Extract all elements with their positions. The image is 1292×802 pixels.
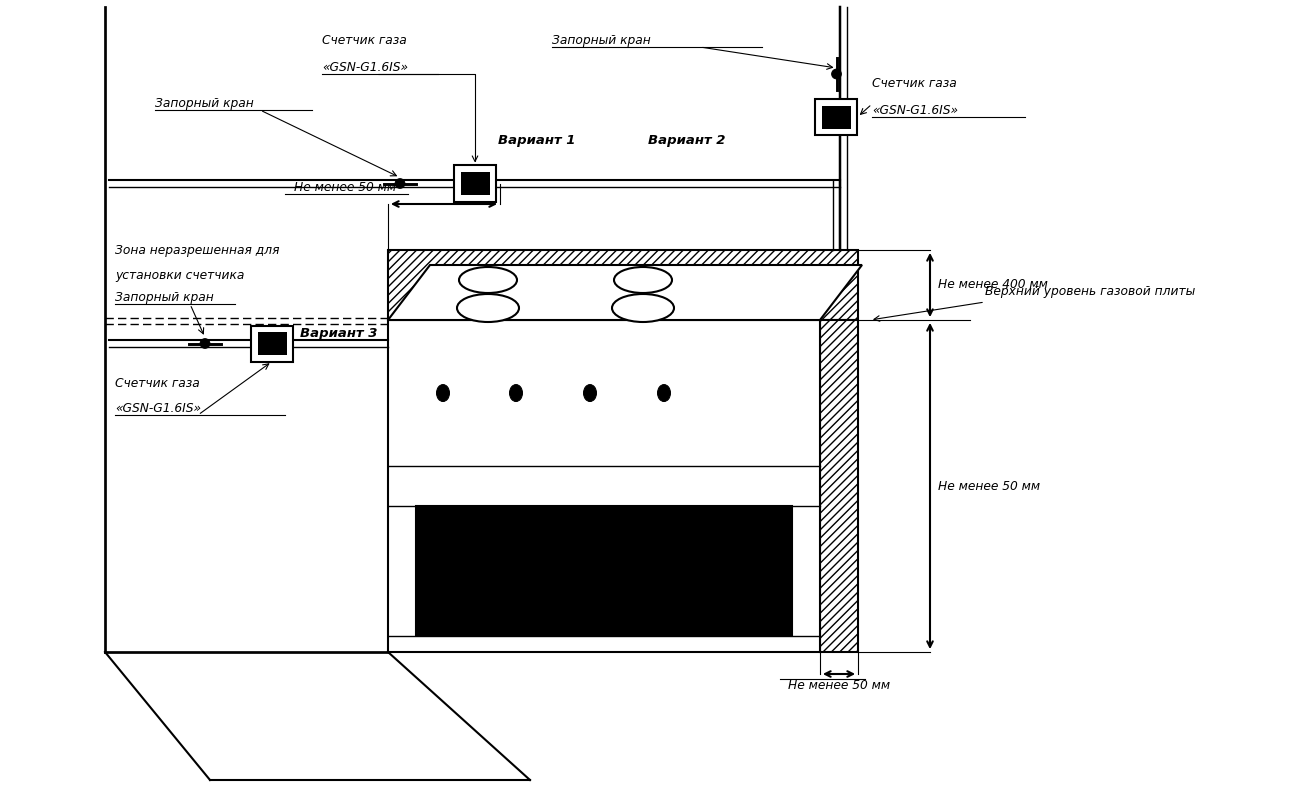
Bar xyxy=(460,172,490,195)
Text: Верхний уровень газовой плиты: Верхний уровень газовой плиты xyxy=(985,286,1195,298)
Bar xyxy=(388,250,858,320)
Ellipse shape xyxy=(614,267,672,293)
Polygon shape xyxy=(388,265,862,320)
Text: Запорный кран: Запорный кран xyxy=(155,97,253,110)
Bar xyxy=(257,332,287,355)
Bar xyxy=(251,326,293,362)
Text: Не менее 400 мм: Не менее 400 мм xyxy=(938,278,1048,291)
Text: Вариант 1: Вариант 1 xyxy=(497,134,575,147)
Bar xyxy=(815,99,858,135)
Bar xyxy=(453,165,496,201)
Text: Счетчик газа: Счетчик газа xyxy=(322,34,407,47)
Ellipse shape xyxy=(509,384,522,402)
Text: «GSN-G1.6IS»: «GSN-G1.6IS» xyxy=(872,104,957,117)
Ellipse shape xyxy=(459,267,517,293)
Text: установки счетчика: установки счетчика xyxy=(115,269,244,282)
Ellipse shape xyxy=(457,294,519,322)
Circle shape xyxy=(200,338,209,348)
Text: Вариант 3: Вариант 3 xyxy=(300,327,377,340)
Bar xyxy=(820,320,858,652)
Bar xyxy=(822,106,851,128)
Text: Вариант 2: Вариант 2 xyxy=(649,134,726,147)
Text: Счетчик газа: Счетчик газа xyxy=(872,77,957,90)
Ellipse shape xyxy=(612,294,674,322)
Text: «GSN-G1.6IS»: «GSN-G1.6IS» xyxy=(115,402,202,415)
Bar xyxy=(416,506,792,635)
Text: «GSN-G1.6IS»: «GSN-G1.6IS» xyxy=(322,61,408,74)
Text: Не менее 50 мм: Не менее 50 мм xyxy=(938,480,1040,492)
Circle shape xyxy=(832,69,841,79)
Text: Зона неразрешенная для: Зона неразрешенная для xyxy=(115,244,279,257)
Text: Не менее 50 мм: Не менее 50 мм xyxy=(295,181,397,194)
Text: Счетчик газа: Счетчик газа xyxy=(115,377,200,390)
Text: Запорный кран: Запорный кран xyxy=(115,291,213,304)
Text: Запорный кран: Запорный кран xyxy=(552,34,651,47)
Ellipse shape xyxy=(584,384,597,402)
Ellipse shape xyxy=(437,384,450,402)
Ellipse shape xyxy=(658,384,671,402)
Circle shape xyxy=(395,179,404,188)
Text: Не менее 50 мм: Не менее 50 мм xyxy=(788,679,890,692)
Bar xyxy=(388,320,820,652)
